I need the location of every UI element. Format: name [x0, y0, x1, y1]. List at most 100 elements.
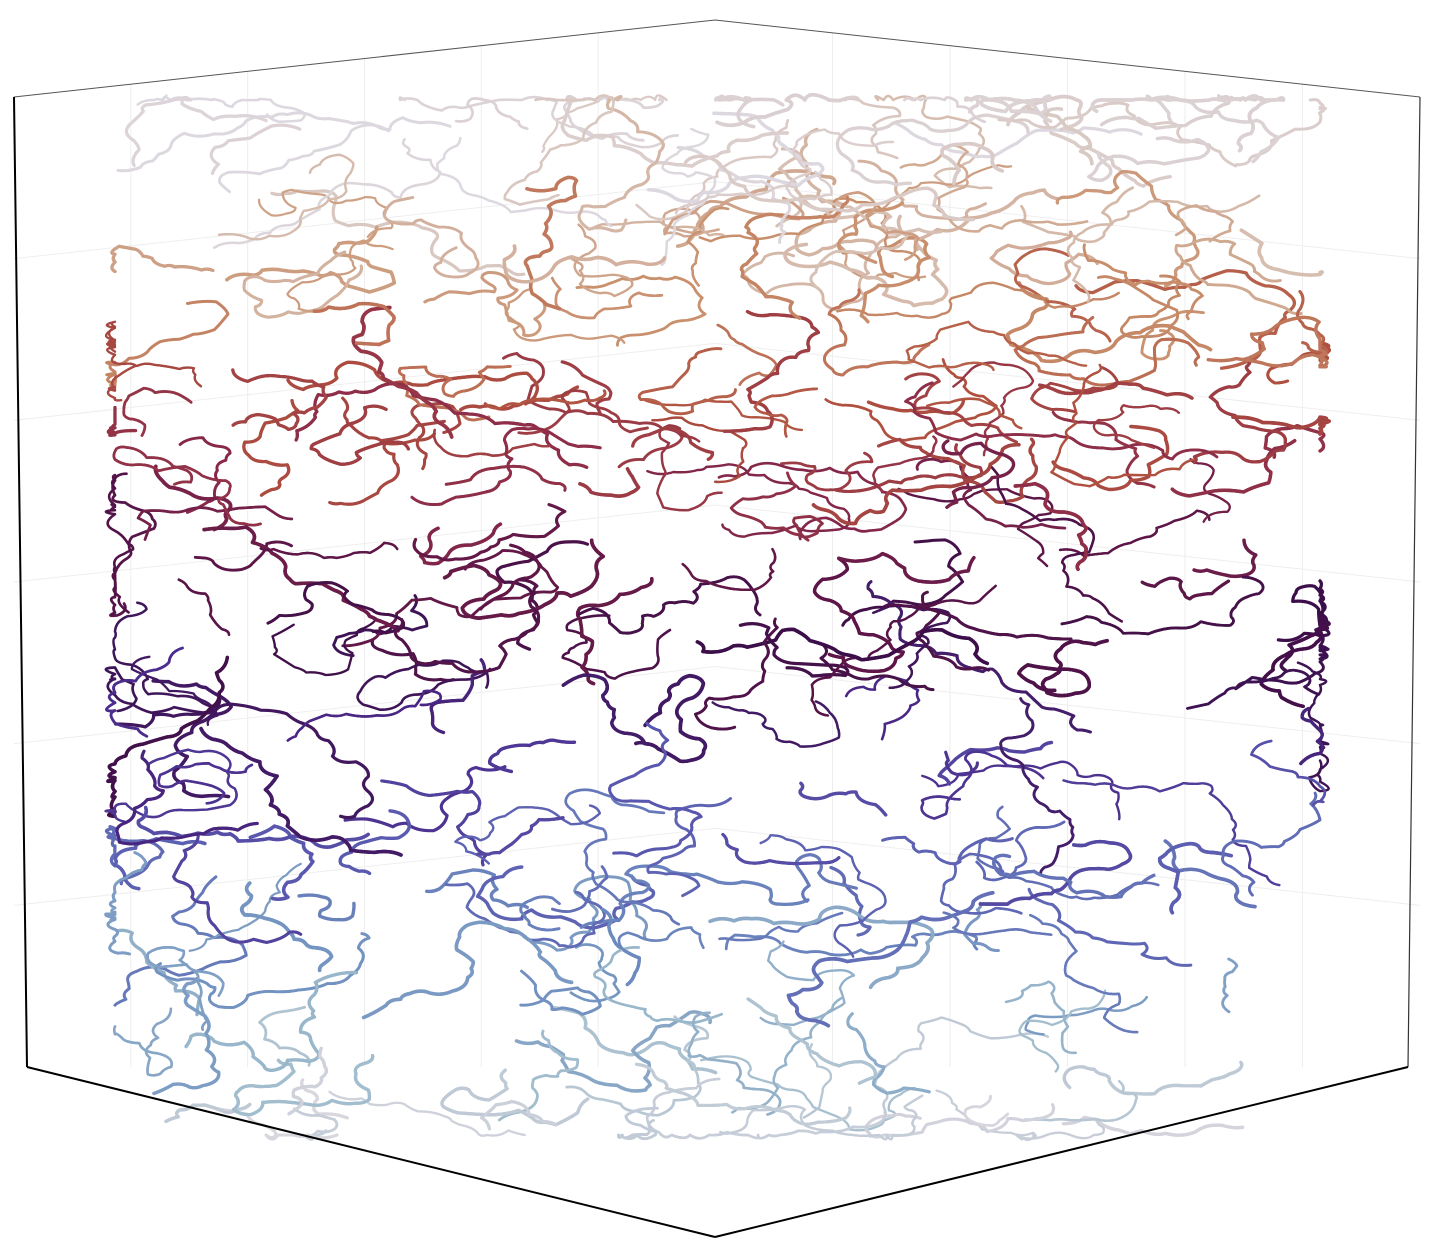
trajectory-strand	[258, 1005, 311, 1067]
trajectory-strand	[631, 426, 715, 461]
trajectory-strand	[380, 779, 488, 867]
trajectory-strand	[579, 864, 810, 929]
grid-line	[714, 342, 1421, 421]
trajectory-strand	[608, 721, 703, 858]
trajectory-strand	[944, 750, 979, 777]
trajectory-strand	[1250, 739, 1327, 807]
trajectory-strand	[436, 137, 613, 228]
trajectory-strand	[1239, 228, 1325, 277]
trajectory-strand	[383, 196, 480, 279]
trajectory-strand	[1027, 887, 1193, 967]
trajectory-strand	[963, 94, 1053, 123]
trajectory-strand	[794, 853, 858, 903]
trajectory-strand	[708, 905, 935, 990]
trajectory-strand	[589, 220, 725, 237]
trajectory-strand	[859, 236, 931, 324]
trajectory-strand	[714, 94, 785, 129]
trajectory-strand	[811, 442, 1021, 526]
trajectory-strand	[963, 1094, 1010, 1127]
trajectory-strand	[1013, 315, 1201, 387]
trajectory-strand	[695, 627, 990, 666]
trajectory-strand	[560, 94, 790, 168]
trajectory-strand	[440, 1068, 590, 1127]
trajectory-strand	[716, 323, 778, 386]
trajectory-strand	[988, 464, 1124, 623]
trajectory-strand	[502, 351, 684, 469]
trajectory-strand	[418, 522, 503, 566]
trajectory-strand	[1189, 458, 1231, 523]
trajectory-strand	[351, 305, 454, 439]
trajectory-strand	[915, 457, 1067, 530]
trajectory-strand	[753, 387, 819, 438]
grid-line	[13, 342, 716, 421]
trajectory-strand	[785, 128, 895, 201]
trajectory-strand	[810, 584, 997, 717]
trajectory-strand	[476, 816, 565, 856]
trajectory-strand	[846, 1012, 931, 1095]
trajectory-strand	[1030, 366, 1120, 414]
trajectory-strand	[231, 368, 328, 431]
trajectory-strand	[113, 875, 248, 1007]
trajectory-strand	[937, 740, 1054, 786]
trajectory-strand	[1145, 94, 1281, 164]
trajectory-strand	[105, 320, 203, 388]
trajectory-strand	[780, 451, 874, 492]
trajectory-strand	[1234, 617, 1330, 691]
trajectory-strand	[802, 1043, 833, 1119]
trajectory-strand	[1055, 169, 1200, 288]
trajectory-strand	[897, 487, 1054, 568]
trajectory-strand	[1062, 779, 1281, 887]
trajectory-strand	[153, 464, 233, 532]
trajectory-strand	[783, 214, 949, 308]
trajectory-strand	[694, 617, 779, 731]
trajectory-strand	[921, 760, 1121, 821]
trajectory-strand	[646, 797, 732, 898]
trajectory-strand	[1299, 706, 1325, 766]
trajectory-strand	[412, 503, 567, 562]
trajectory-strand	[529, 874, 648, 952]
trajectory-strand	[286, 360, 540, 406]
trajectory-strand	[575, 576, 654, 686]
trajectory-strand	[634, 1062, 852, 1126]
trajectory-strand	[328, 1090, 526, 1137]
trajectory-strand	[759, 940, 856, 1027]
trajectory-strand	[656, 424, 723, 512]
trajectory-strand	[578, 467, 641, 498]
grid-line	[13, 181, 716, 260]
trajectory-strand	[1051, 424, 1170, 492]
trajectory-strand	[561, 614, 672, 680]
trajectory-strand	[442, 538, 605, 620]
trajectory-strand	[104, 825, 165, 886]
trajectory-strand	[104, 851, 148, 956]
trajectory-strand	[514, 1010, 712, 1093]
trajectory-strand	[444, 882, 606, 949]
trajectory-strand	[978, 839, 1133, 906]
trajectory-strand	[893, 121, 1143, 159]
trajectory-strand	[361, 920, 574, 1020]
trajectory-strand	[1013, 481, 1089, 572]
trajectory-strand	[483, 389, 607, 410]
trajectory-strand	[550, 865, 609, 913]
trajectory-strand	[724, 930, 979, 957]
trajectory-strand	[637, 347, 737, 416]
trajectory-strand	[199, 726, 403, 857]
trajectory-strand	[992, 853, 1156, 899]
trajectory-strand	[905, 320, 1088, 372]
trajectory-strand	[759, 834, 887, 958]
trajectory-strand	[424, 868, 530, 910]
trajectory-strand	[560, 360, 613, 415]
trajectory-strand	[188, 862, 302, 952]
trajectory-strand	[300, 1078, 349, 1120]
trajectory-strand	[646, 111, 825, 204]
trajectory-strand	[1096, 274, 1182, 339]
trajectory-strand	[904, 381, 1219, 461]
trajectory-strand	[829, 865, 872, 937]
trajectory-strand	[136, 505, 294, 541]
trajectory-strand	[242, 399, 300, 497]
trajectory-strand	[939, 852, 1023, 915]
trajectory-strand	[105, 646, 184, 738]
trajectory-strand	[646, 463, 851, 538]
trajectory-strand	[225, 225, 397, 294]
trajectory-strand	[834, 443, 984, 493]
trajectory-strand	[561, 673, 647, 746]
